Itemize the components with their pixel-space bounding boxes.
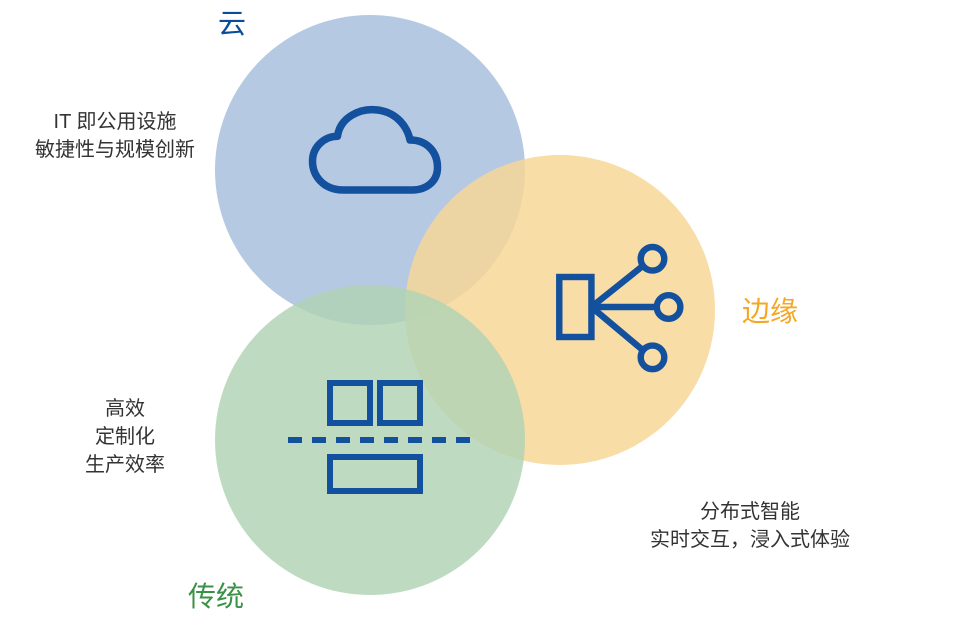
desc-cloud-line1: IT 即公用设施 <box>15 108 215 136</box>
desc-legacy-line1: 高效 <box>55 395 195 423</box>
title-cloud: 云 <box>218 2 246 42</box>
desc-edge-line1: 分布式智能 <box>620 498 880 526</box>
title-legacy: 传统 <box>188 575 244 615</box>
cloud-icon <box>300 90 450 220</box>
title-edge: 边缘 <box>742 290 798 330</box>
title-edge-text: 边缘 <box>742 296 798 327</box>
desc-legacy: 高效 定制化 生产效率 <box>55 395 195 479</box>
title-cloud-text: 云 <box>218 8 246 39</box>
edge-network-icon <box>540 232 690 382</box>
desc-cloud-line2: 敏捷性与规模创新 <box>15 136 215 164</box>
desc-edge: 分布式智能 实时交互，浸入式体验 <box>620 498 880 554</box>
desc-cloud: IT 即公用设施 敏捷性与规模创新 <box>15 108 215 164</box>
desc-legacy-line2: 定制化 <box>55 423 195 451</box>
title-legacy-text: 传统 <box>188 581 244 612</box>
desc-edge-line2: 实时交互，浸入式体验 <box>620 526 880 554</box>
desc-legacy-line3: 生产效率 <box>55 451 195 479</box>
legacy-blocks-icon <box>280 375 480 505</box>
